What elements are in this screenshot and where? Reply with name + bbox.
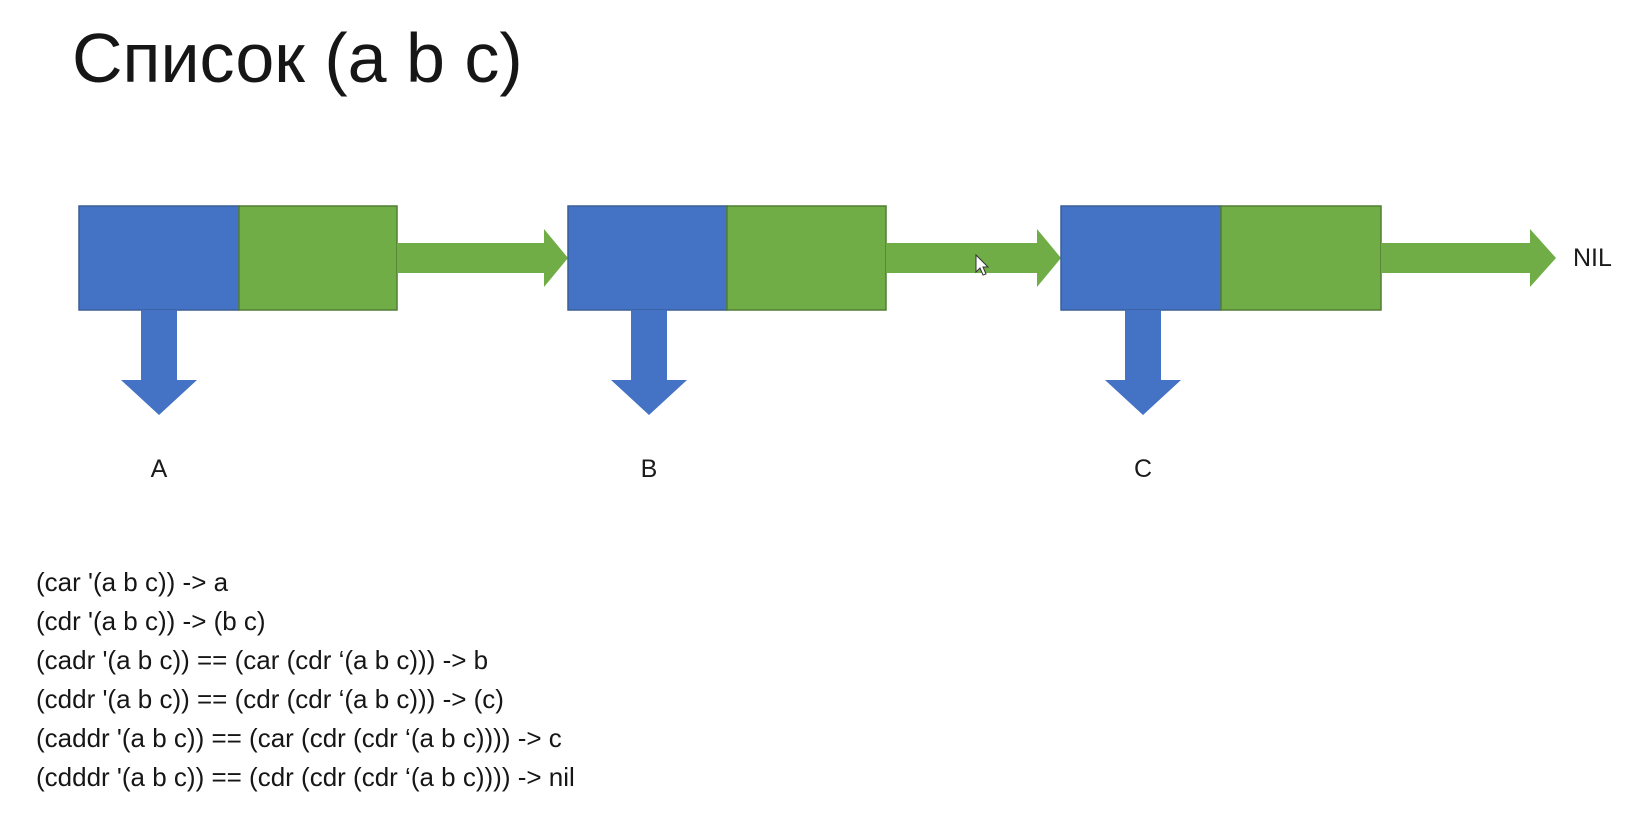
cons-cell-2: [567, 205, 887, 311]
code-line-cddr: (cddr '(a b c)) == (cdr (cdr ‘(a b c))) …: [36, 684, 504, 714]
cdr-cell-3: [1220, 205, 1382, 311]
car-arrow-1: [121, 310, 197, 415]
cdr-arrow-3: [1381, 229, 1556, 287]
car-value-label-c: C: [1133, 455, 1153, 483]
code-examples: (car '(a b c)) -> a (cdr '(a b c)) -> (b…: [36, 563, 575, 797]
slide-title: Список (a b c): [72, 19, 523, 97]
code-line-cdr: (cdr '(a b c)) -> (b c): [36, 606, 266, 636]
cons-cell-3: [1060, 205, 1382, 311]
cdr-cell-1: [238, 205, 398, 311]
car-value-label-a: A: [150, 455, 168, 483]
car-cell-2: [567, 205, 728, 311]
mouse-cursor-icon: [975, 253, 990, 276]
code-line-car: (car '(a b c)) -> a: [36, 567, 229, 597]
code-line-cdddr: (cdddr '(a b c)) == (cdr (cdr (cdr ‘(a b…: [36, 762, 575, 792]
car-cell-3: [1060, 205, 1222, 311]
car-value-label-b: B: [640, 455, 658, 483]
code-line-caddr: (caddr '(a b c)) == (car (cdr (cdr ‘(a b…: [36, 723, 562, 753]
cdr-arrow-2: [886, 229, 1061, 287]
nil-terminator-label: NIL: [1573, 244, 1612, 272]
cdr-arrow-1: [397, 229, 568, 287]
cons-cell-1: [78, 205, 398, 311]
car-cell-1: [78, 205, 240, 311]
car-arrow-3: [1105, 310, 1181, 415]
cdr-cell-2: [726, 205, 887, 311]
code-line-cadr: (cadr '(a b c)) == (car (cdr ‘(a b c))) …: [36, 645, 489, 675]
car-arrow-2: [611, 310, 687, 415]
